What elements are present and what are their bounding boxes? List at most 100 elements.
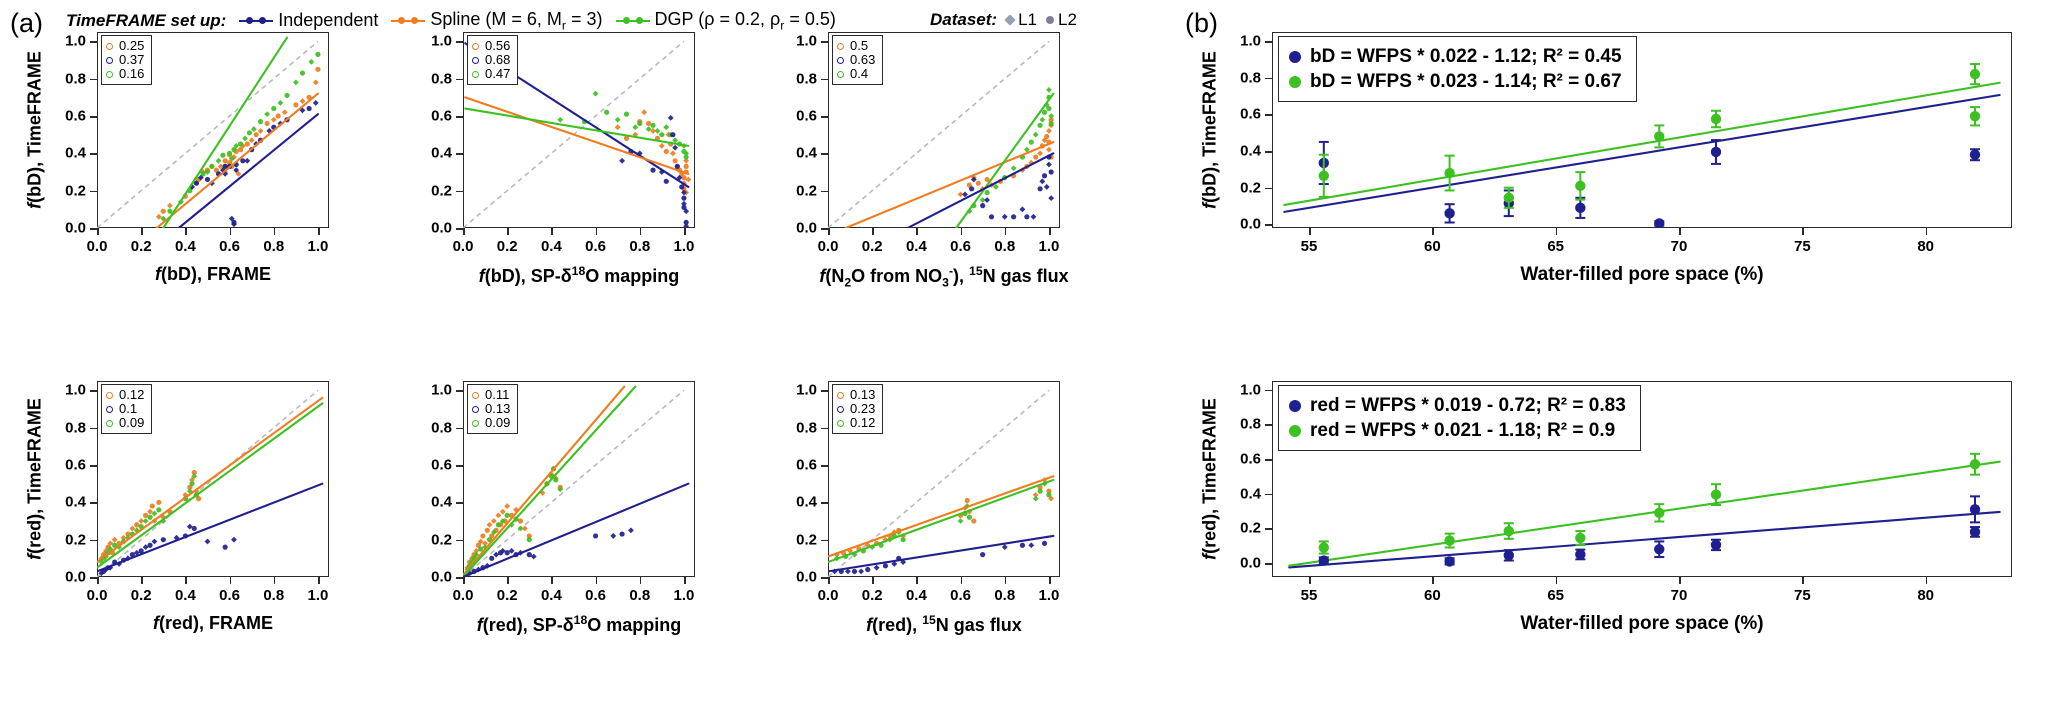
y-tick-label: 0.2 [431, 531, 452, 549]
y-tick-label: 0.0 [431, 219, 452, 237]
plot-a5: 0.11 0.13 0.09 f(red), SP-δ18O mapping 0… [431, 381, 695, 635]
x-tick [185, 577, 187, 584]
dataset-legend-item-l2[interactable]: L2 [1046, 10, 1077, 30]
x-tick-label: 70 [1670, 238, 1688, 255]
x-tick-label: 65 [1547, 238, 1564, 255]
x-tick-label: 75 [1793, 238, 1811, 255]
panel-a-label: (a) [10, 8, 43, 38]
y-tick [1265, 41, 1272, 43]
y-tick [90, 228, 97, 230]
x-tick [1925, 577, 1928, 584]
x-tick-label: 0.4 [540, 238, 562, 255]
y-tick [90, 577, 97, 579]
y-tick [456, 78, 463, 81]
x-tick [872, 228, 874, 235]
y-tick-label: 0.2 [65, 531, 86, 549]
y-tick [1265, 77, 1272, 80]
y-tick-label: 0.0 [1240, 554, 1261, 572]
x-tick-label: 0.8 [263, 238, 285, 255]
y-tick [1265, 187, 1272, 190]
r2-row: 0.09 [106, 416, 144, 430]
ring-marker-icon [106, 42, 113, 50]
r2-row: 0.47 [472, 67, 510, 81]
legend-label-dgp: DGP (ρ = 0.2, ρr = 0.5) [654, 9, 836, 33]
legend-entry-independent[interactable]: Independent [239, 10, 378, 31]
x-tick-label: 0.2 [130, 587, 152, 604]
ring-marker-icon [472, 405, 479, 413]
plot-canvas-b1 [1272, 32, 2012, 228]
x-tick-label: 0.4 [174, 587, 196, 604]
x-tick-label: 0.6 [950, 587, 971, 604]
legend-row: red = WFPS * 0.021 - 1.18; R² = 0.9 [1289, 418, 1626, 443]
legend-label-independent: Independent [278, 10, 379, 31]
x-tick-label: 0.4 [174, 238, 196, 255]
ring-marker-icon [837, 391, 844, 399]
legend-row: bD = WFPS * 0.023 - 1.14; R² = 0.67 [1289, 69, 1622, 94]
y-tick-label: 0.2 [1240, 179, 1261, 197]
x-tick [1309, 577, 1311, 584]
x-tick [639, 577, 642, 584]
ring-marker-icon [837, 405, 844, 413]
x-tick [141, 228, 143, 235]
y-tick-label: 0.6 [431, 456, 452, 474]
x-tick-label: 1.0 [673, 238, 695, 255]
y-tick-label: 0.6 [65, 107, 86, 125]
plot-a1: 0.25 0.37 0.16 f(bD), FRAME f(bD), TimeF… [25, 32, 329, 284]
y-tick [1265, 114, 1272, 117]
x-tick-label: 70 [1670, 587, 1688, 604]
r2-row: 0.5 [837, 39, 875, 53]
legend-entry-spline[interactable]: Spline (M = 6, Mr = 3) [391, 9, 603, 33]
y-tick-label: 0.2 [65, 182, 86, 200]
x-tick-label: 80 [1917, 238, 1934, 255]
y-tick [1265, 528, 1272, 531]
ring-marker-icon [837, 56, 844, 64]
x-tick-label: 0.8 [263, 587, 285, 604]
x-tick [595, 577, 598, 584]
legend-entry-dgp[interactable]: DGP (ρ = 0.2, ρr = 0.5) [615, 9, 836, 33]
x-tick-label: 1.0 [307, 587, 329, 604]
legend-row: red = WFPS * 0.019 - 0.72; R² = 0.83 [1289, 393, 1626, 418]
x-tick [185, 228, 187, 235]
y-tick-label: 1.0 [796, 32, 817, 50]
r2-row: 0.56 [472, 39, 510, 53]
ring-marker-icon [837, 419, 844, 427]
r2-row: 0.23 [837, 402, 875, 416]
y-tick [821, 228, 828, 230]
ring-marker-icon [472, 70, 479, 78]
x-tick-label: 0.0 [86, 587, 108, 604]
y-tick [90, 465, 97, 467]
y-tick-label: 1.0 [796, 381, 817, 399]
x-tick [1048, 228, 1051, 235]
ring-marker-icon [837, 70, 844, 78]
y-tick [456, 116, 463, 118]
x-tick-label: 60 [1423, 587, 1441, 604]
x-tick [97, 228, 99, 235]
x-tick [683, 228, 686, 235]
plot-canvas-a1 [97, 32, 329, 228]
y-tick-label: 0.8 [796, 419, 817, 437]
ring-marker-icon [472, 42, 479, 50]
y-tick-label: 0.8 [431, 70, 452, 88]
y-tick-label: 0.6 [65, 456, 86, 474]
r2-row: 0.16 [106, 67, 144, 81]
y-tick-label: 0.0 [65, 219, 86, 237]
plot-b1: bD = WFPS * 0.022 - 1.12; R² = 0.45 bD =… [1200, 32, 2012, 285]
y-tick [90, 190, 97, 193]
x-tick [1432, 228, 1434, 235]
x-tick-label: 0.2 [130, 238, 152, 255]
x-tick-label: 0.6 [585, 587, 606, 604]
dataset-legend-item-l1[interactable]: L1 [1004, 10, 1037, 30]
x-tick-label: 0.2 [861, 587, 883, 604]
y-tick-label: 0.0 [796, 219, 817, 237]
y-tick-label: 0.6 [796, 456, 817, 474]
plot-b2: red = WFPS * 0.019 - 0.72; R² = 0.83 red… [1200, 381, 2012, 634]
x-tick [463, 228, 465, 235]
regression-legend-b2: red = WFPS * 0.019 - 0.72; R² = 0.83 red… [1278, 385, 1641, 451]
x-tick-label: 0.2 [861, 238, 883, 255]
r2-row: 0.09 [472, 416, 510, 430]
y-tick [90, 502, 97, 504]
y-tick [821, 427, 828, 430]
r2-legend-a5: 0.11 0.13 0.09 [467, 384, 519, 434]
line-marker-icon [615, 15, 650, 27]
x-tick [1925, 228, 1928, 235]
